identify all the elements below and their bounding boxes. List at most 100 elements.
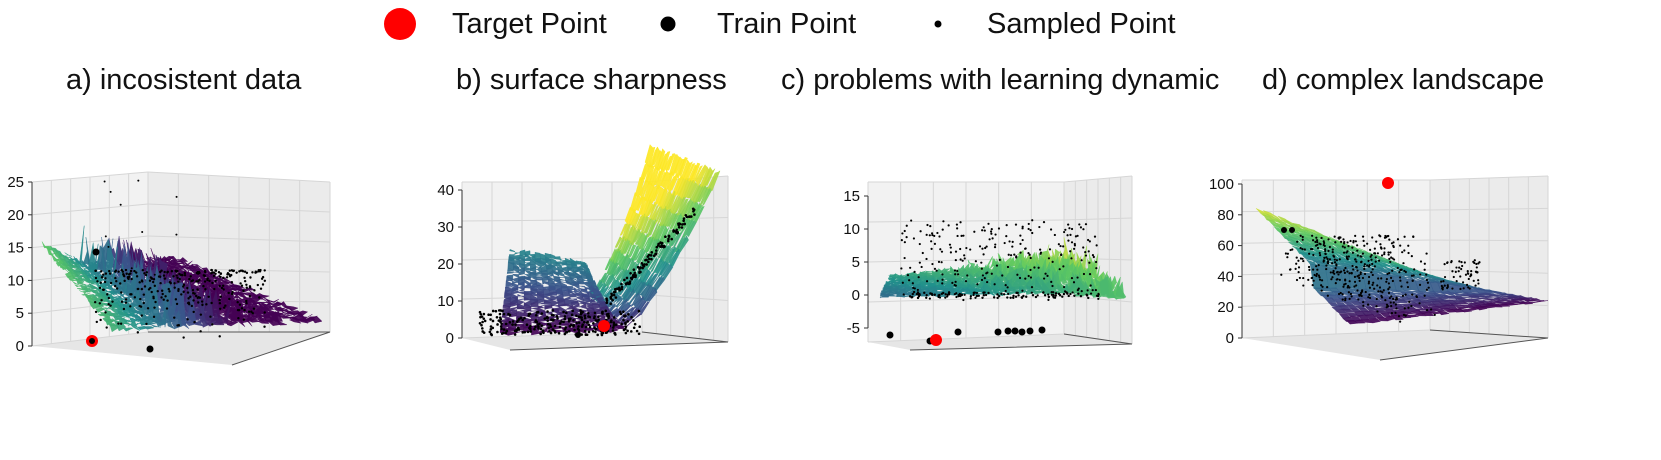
- panel-d-sampled-point: [1344, 297, 1347, 300]
- panel-b-sampled-point: [546, 319, 550, 322]
- panel-b-sampled-point: [572, 319, 575, 322]
- panel-a-sampled-point: [192, 310, 195, 314]
- panel-a-surface-cell: [157, 291, 169, 327]
- panel-d-sampled-point: [1317, 274, 1320, 277]
- panel-a-z-tick-label: 15: [7, 240, 24, 257]
- panel-c-sampled-point: [939, 248, 942, 251]
- panel-a-sampled-point: [100, 270, 103, 273]
- panel-d-sampled-point: [1385, 306, 1388, 309]
- panel-c-sampled-point: [938, 235, 941, 238]
- panel-c-sampled-point: [1095, 267, 1098, 270]
- panel-b-surface-cell: [536, 278, 543, 281]
- panel-d-sampled-point: [1388, 296, 1391, 300]
- panel-a-sampled-point: [173, 316, 176, 319]
- panel-b-sampled-point: [677, 225, 681, 229]
- panel-d-sampled-point: [1398, 271, 1401, 274]
- panel-b-sampled-point: [675, 228, 679, 232]
- panel-b-sampled-point: [641, 266, 644, 270]
- panel-a-surface-cell: [70, 267, 79, 273]
- panel-b-sampled-point: [630, 315, 633, 319]
- panel-d-sampled-point: [1473, 259, 1476, 262]
- panel-c-sampled-point: [991, 237, 994, 240]
- panel-c-sampled-point: [1069, 292, 1072, 296]
- panel-d-sampled-point: [1454, 270, 1457, 273]
- panel-c-sampled-point: [901, 232, 904, 235]
- panel-b-sampled-point: [563, 317, 567, 321]
- panel-d-sampled-point: [1388, 238, 1391, 241]
- panel-d-sampled-point: [1473, 261, 1476, 265]
- panel-b-sampled-point: [682, 217, 686, 220]
- panel-b-sampled-point: [536, 310, 540, 314]
- panel-c-sampled-point: [944, 293, 947, 296]
- panel-d-sampled-point: [1441, 286, 1444, 289]
- panel-d-sampled-point: [1475, 262, 1478, 266]
- panel-b-z-tick-label: 20: [437, 256, 454, 273]
- panel-a-sampled-point: [138, 304, 141, 308]
- legend-sampled-label: Sampled Point: [987, 7, 1176, 40]
- panel-a-sampled-point: [192, 299, 195, 302]
- panel-d-sampled-point: [1380, 277, 1383, 280]
- panel-b-sampled-point: [489, 332, 493, 336]
- panel-d-sampled-point: [1362, 239, 1365, 242]
- panel-c-sampled-point: [1089, 284, 1092, 287]
- panel-d-sampled-point: [1403, 249, 1406, 252]
- panel-b-sampled-point: [605, 301, 609, 305]
- panel-c-sampled-point: [916, 288, 919, 292]
- panel-b-sampled-point: [667, 235, 671, 238]
- panel-a-sampled-point: [228, 269, 231, 272]
- panel-c-sampled-point: [959, 258, 962, 261]
- panel-d-sampled-point: [1464, 273, 1468, 276]
- panel-d-sampled-point: [1321, 285, 1324, 288]
- panel-c-sampled-point: [1031, 231, 1034, 235]
- panel-a-title: a) incosistent data: [66, 64, 302, 96]
- panel-b-sampled-point: [596, 333, 599, 337]
- panel-d-surface-cell: [1368, 318, 1381, 324]
- panel-a-sampled-point: [209, 315, 212, 318]
- panel-b-surface-cell: [569, 298, 578, 301]
- panel-c-sampled-point: [911, 292, 914, 296]
- panel-b-sampled-point: [640, 261, 644, 265]
- panel-c-sampled-point: [1052, 291, 1055, 294]
- panel-c-grid-line: [867, 295, 1065, 303]
- panel-c-sampled-point: [956, 227, 959, 230]
- panel-a-sampled-point: [180, 293, 183, 296]
- panel-d-sampled-point: [1399, 279, 1402, 282]
- panel-b-surface-cell: [678, 157, 688, 177]
- panel-b-sampled-point: [553, 324, 557, 328]
- panel-a-sampled-point: [153, 284, 157, 288]
- panel-b-sampled-point: [526, 330, 530, 334]
- panel-b-sampled-point: [550, 313, 554, 317]
- panel-c-sampled-point: [1009, 296, 1012, 299]
- panel-d-sampled-point: [1451, 270, 1454, 273]
- panel-b-sampled-point: [547, 330, 551, 333]
- panel-d-sampled-point: [1403, 235, 1406, 238]
- panel-b-sampled-point: [479, 313, 483, 316]
- panel-b-sampled-point: [577, 325, 580, 328]
- panel-d-sampled-point: [1455, 280, 1458, 283]
- panel-c-sampled-point: [1097, 297, 1100, 300]
- panel-a-sampled-point: [203, 274, 206, 278]
- panel-a-sampled-point: [177, 324, 181, 327]
- panel-d-sampled-point: [1457, 270, 1460, 273]
- panel-b-sampled-point: [517, 319, 520, 322]
- panel-a-sampled-point: [136, 287, 139, 291]
- panel-d-sampled-point: [1446, 285, 1449, 289]
- panel-c-sampled-point: [949, 246, 952, 249]
- panel-d-z-tick-label: 40: [1217, 268, 1234, 285]
- panel-a-sampled-point: [243, 279, 247, 283]
- panel-d-sampled-point: [1337, 292, 1341, 296]
- panel-a-sampled-point: [211, 281, 214, 285]
- panel-c-z-tick-label: 15: [843, 188, 860, 205]
- panel-d-sampled-point: [1337, 237, 1341, 240]
- panel-c-sampled-point: [965, 246, 968, 250]
- panel-d-sampled-point: [1425, 273, 1428, 276]
- panel-b-surface-cell: [648, 257, 659, 270]
- panel-d-grid-line: [1429, 269, 1549, 274]
- panel-d-sampled-point: [1326, 286, 1329, 289]
- panel-a-sampled-point: [173, 286, 176, 289]
- panel-b-sampled-point: [562, 310, 565, 314]
- panel-a-surface-cell: [247, 318, 260, 323]
- panel-d-sampled-point: [1399, 320, 1402, 323]
- train-point-marker-icon: [660, 16, 676, 32]
- panel-b-surface-cell: [554, 256, 561, 260]
